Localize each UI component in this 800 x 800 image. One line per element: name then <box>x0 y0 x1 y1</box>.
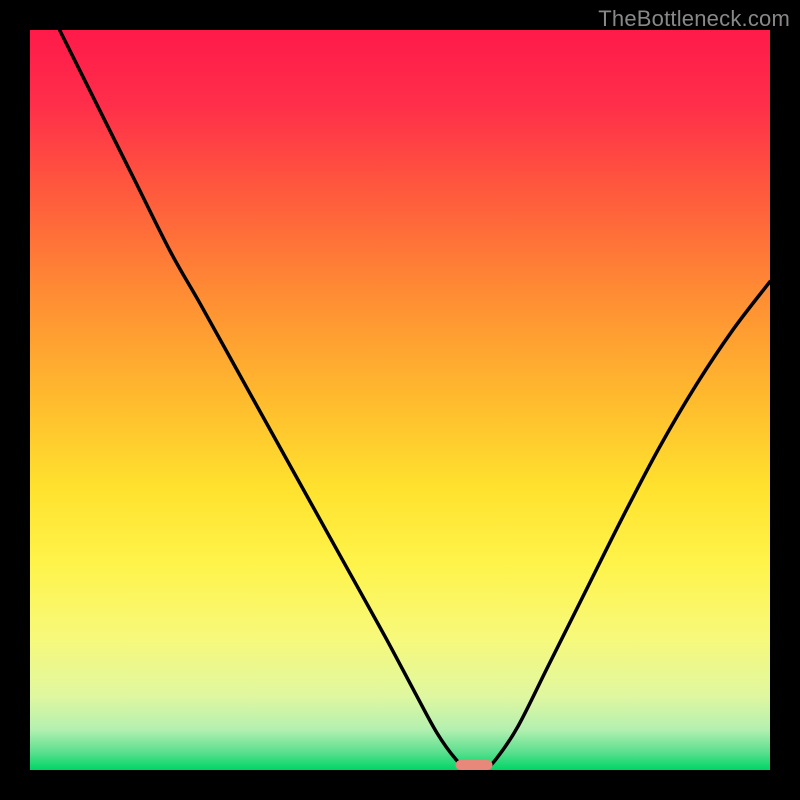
chart-container: TheBottleneck.com <box>0 0 800 800</box>
watermark-text: TheBottleneck.com <box>598 6 790 32</box>
bottleneck-curve-chart <box>0 0 800 800</box>
optimal-marker <box>456 760 493 770</box>
plot-background <box>30 30 770 770</box>
